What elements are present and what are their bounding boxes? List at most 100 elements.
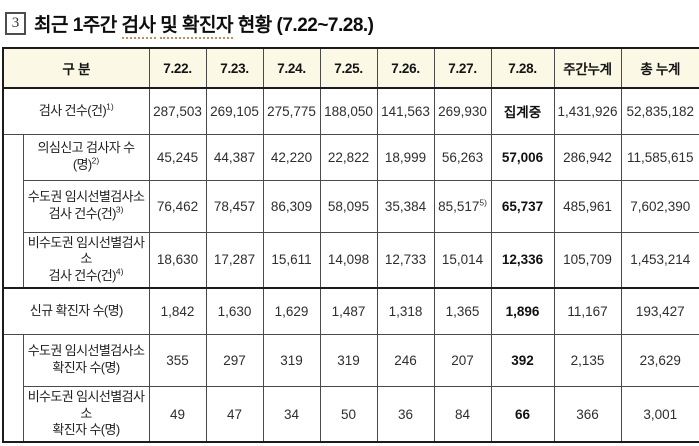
column-header: 7.27. bbox=[433, 47, 492, 89]
value-cell: 188,050 bbox=[319, 87, 378, 135]
title-underlined-word-2: 및 확진자 bbox=[160, 14, 233, 39]
value-cell: 15,014 bbox=[433, 231, 492, 289]
value-cell: 66 bbox=[490, 385, 555, 443]
table-row: 수도권 임시선별검사소 확진자 수(명) 355 297 319 319 246 207 392… bbox=[2, 333, 699, 443]
table-row: 의심신고 검사자 수(명)2) 45,245 44,387 42,220 22,822 1… bbox=[2, 133, 699, 289]
table-row: 신규 확진자 수(명) 1,842 1,630 1,629 1,487 1,318 1,36… bbox=[2, 287, 699, 335]
value-cell: 286,942 bbox=[553, 133, 622, 181]
row-label: 비수도권 임시선별검사소 확진자 수(명) bbox=[22, 385, 150, 443]
value-cell: 269,930 bbox=[433, 87, 492, 135]
value-cell: 392 bbox=[490, 333, 555, 387]
value-cell: 269,105 bbox=[205, 87, 264, 135]
footnote-marker: 3) bbox=[115, 204, 124, 215]
value-cell: 85,5175) bbox=[433, 179, 492, 233]
row-label: 신규 확진자 수(명) bbox=[2, 287, 150, 335]
value-cell: 42,220 bbox=[262, 133, 321, 181]
row-label: 검사 건수(건)1) bbox=[2, 87, 150, 135]
value-cell: 49 bbox=[148, 385, 207, 443]
value-cell: 86,309 bbox=[262, 179, 321, 233]
table-row: 수도권 임시선별검사소 검사 건수(건)3) 76,462 78,457 86,309 5… bbox=[3, 179, 699, 233]
value-cell: 1,896 bbox=[490, 287, 555, 335]
value-cell: 18,999 bbox=[376, 133, 435, 181]
value-cell: 1,842 bbox=[148, 287, 207, 335]
value-cell: 1,630 bbox=[205, 287, 264, 335]
value-cell: 141,563 bbox=[376, 87, 435, 135]
value-cell: 78,457 bbox=[205, 179, 264, 233]
row-label: 수도권 임시선별검사소 검사 건수(건)3) bbox=[22, 179, 150, 233]
value-cell: 485,961 bbox=[553, 179, 622, 233]
value-cell: 7,602,390 bbox=[620, 179, 699, 233]
value-cell: 57,006 bbox=[490, 133, 555, 181]
row-label: 의심신고 검사자 수(명)2) bbox=[22, 133, 150, 181]
footnote-marker: 1) bbox=[106, 101, 114, 112]
value-cell: 1,487 bbox=[319, 287, 378, 335]
footnote-marker: 2) bbox=[91, 155, 100, 166]
section-number-box: 3 bbox=[5, 11, 26, 35]
footnote-marker: 5) bbox=[479, 197, 487, 207]
value-cell: 84 bbox=[433, 385, 492, 443]
table-row: 비수도권 임시선별검사소 확진자 수(명) 49 47 34 50 36 84 66 366 3,0… bbox=[3, 385, 699, 443]
value-cell: 18,630 bbox=[148, 231, 207, 289]
value-cell: 1,431,926 bbox=[553, 87, 622, 135]
column-header: 7.23. bbox=[205, 47, 264, 89]
value-cell: 23,629 bbox=[620, 333, 699, 387]
value-cell: 22,822 bbox=[319, 133, 378, 181]
value-cell: 56,263 bbox=[433, 133, 492, 181]
value-cell: 3,001 bbox=[620, 385, 699, 443]
column-header: 7.26. bbox=[376, 47, 435, 89]
value-cell: 44,387 bbox=[205, 133, 264, 181]
column-header: 7.28. bbox=[490, 47, 555, 89]
value-cell: 50 bbox=[319, 385, 378, 443]
value-cell: 12,336 bbox=[490, 231, 555, 289]
value-cell: 집계중 bbox=[490, 87, 555, 135]
table-row: 비수도권 임시선별검사소 검사 건수(건)4) 18,630 17,287 15,611… bbox=[3, 231, 699, 289]
value-cell: 35,384 bbox=[376, 179, 435, 233]
table-header-row: 구 분 7.22. 7.23. 7.24. 7.25. 7.26. 7.27. 7.28. 주간… bbox=[2, 47, 699, 89]
value-cell: 12,733 bbox=[376, 231, 435, 289]
value-cell: 355 bbox=[148, 333, 207, 387]
value-cell: 1,365 bbox=[433, 287, 492, 335]
value-cell: 1,629 bbox=[262, 287, 321, 335]
title-suffix: 현황 (7.22~7.28.) bbox=[233, 14, 374, 36]
section-title: 3 최근 1주간 검사 및 확진자 현황 (7.22~7.28.) bbox=[0, 0, 699, 40]
title-underlined-word-1: 검사 bbox=[121, 14, 156, 39]
section-title-text: 최근 1주간 검사 및 확진자 현황 (7.22~7.28.) bbox=[34, 10, 374, 39]
column-header: 총 누계 bbox=[620, 47, 699, 89]
value-cell: 319 bbox=[262, 333, 321, 387]
value-cell: 76,462 bbox=[148, 179, 207, 233]
value-cell: 52,835,182 bbox=[620, 87, 699, 135]
column-header: 7.22. bbox=[148, 47, 207, 89]
value-cell: 193,427 bbox=[620, 287, 699, 335]
value-cell: 297 bbox=[205, 333, 264, 387]
value-cell: 36 bbox=[376, 385, 435, 443]
value-cell: 45,245 bbox=[148, 133, 207, 181]
value-cell: 1,453,214 bbox=[620, 231, 699, 289]
column-header: 주간누계 bbox=[553, 47, 622, 89]
title-prefix: 최근 1주간 bbox=[34, 14, 122, 36]
value-cell: 319 bbox=[319, 333, 378, 387]
column-header: 구 분 bbox=[2, 47, 150, 89]
value-cell: 11,585,615 bbox=[620, 133, 699, 181]
value-cell: 366 bbox=[553, 385, 622, 443]
value-cell: 275,775 bbox=[262, 87, 321, 135]
value-cell: 65,737 bbox=[490, 179, 555, 233]
stats-table: 구 분 7.22. 7.23. 7.24. 7.25. 7.26. 7.27. 7.28. 주간… bbox=[2, 47, 699, 444]
row-label: 수도권 임시선별검사소 확진자 수(명) bbox=[22, 333, 150, 387]
value-cell: 15,611 bbox=[262, 231, 321, 289]
value-cell: 47 bbox=[205, 385, 264, 443]
value-cell: 287,503 bbox=[148, 87, 207, 135]
table-row: 검사 건수(건)1) 287,503 269,105 275,775 188,050 14… bbox=[2, 87, 699, 135]
table-body: 검사 건수(건)1) 287,503 269,105 275,775 188,050 14… bbox=[2, 87, 699, 443]
value-cell: 2,135 bbox=[553, 333, 622, 387]
table-row: 구 분 7.22. 7.23. 7.24. 7.25. 7.26. 7.27. 7.28. 주간… bbox=[2, 47, 699, 89]
value-cell: 17,287 bbox=[205, 231, 264, 289]
column-header: 7.24. bbox=[262, 47, 321, 89]
value-cell: 207 bbox=[433, 333, 492, 387]
value-cell: 58,095 bbox=[319, 179, 378, 233]
value-cell: 105,709 bbox=[553, 231, 622, 289]
value-cell: 34 bbox=[262, 385, 321, 443]
row-label: 비수도권 임시선별검사소 검사 건수(건)4) bbox=[22, 231, 150, 289]
indent-cell bbox=[2, 333, 24, 443]
footnote-marker: 4) bbox=[115, 266, 124, 277]
